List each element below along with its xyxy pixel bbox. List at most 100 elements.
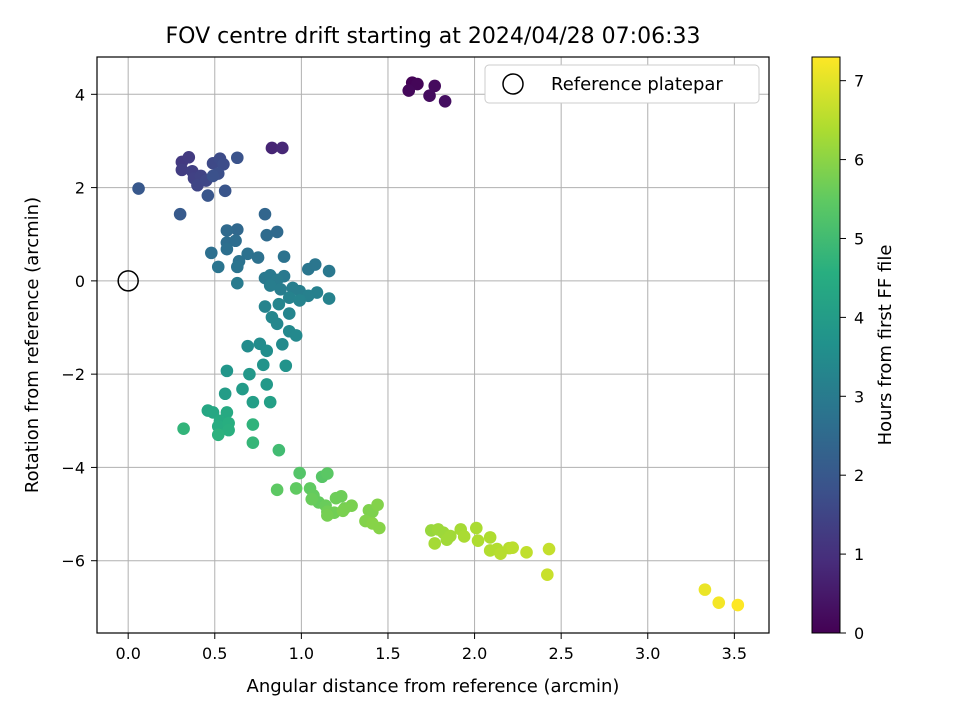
data-point (506, 541, 519, 554)
data-point (241, 247, 254, 261)
x-tick-label: 2.0 (462, 644, 487, 663)
data-point (205, 246, 218, 260)
chart-title: FOV centre drift starting at 2024/04/28 … (166, 24, 701, 49)
data-point (229, 234, 242, 248)
x-tick-label: 1.5 (375, 644, 400, 663)
data-point (173, 207, 187, 221)
data-point (265, 141, 279, 155)
data-point (182, 150, 196, 164)
data-point (334, 490, 348, 503)
data-point (274, 282, 287, 296)
reference-point (117, 270, 139, 292)
data-point (289, 329, 303, 342)
x-tick-label: 3.0 (635, 644, 660, 663)
data-point (206, 406, 220, 419)
y-tick-label: 2 (75, 179, 85, 198)
data-point (260, 228, 274, 242)
data-point (263, 279, 277, 292)
colorbar-gradient (811, 56, 841, 634)
data-point (276, 141, 289, 155)
y-tick-label: 4 (75, 85, 85, 104)
data-point (220, 406, 234, 419)
data-point (246, 395, 260, 409)
data-point (246, 436, 260, 450)
data-point (263, 395, 277, 409)
data-point (246, 418, 260, 431)
data-point (322, 264, 336, 278)
y-axis-ticks: −6 −4 −2 0 2 4 (61, 85, 97, 571)
colorbar-tick-label: 7 (854, 72, 864, 91)
x-tick-label: 3.5 (722, 644, 747, 663)
data-point (373, 521, 386, 535)
data-point (201, 189, 215, 202)
data-point (206, 169, 220, 183)
data-point (712, 596, 726, 609)
data-point (243, 367, 256, 381)
data-point (270, 317, 284, 331)
data-point (293, 294, 306, 307)
data-point (241, 339, 254, 353)
x-tick-label: 1.0 (289, 644, 314, 663)
legend-label: Reference platepar (551, 74, 723, 95)
data-point (270, 225, 284, 239)
colorbar-tick-label: 6 (854, 151, 864, 170)
data-point (270, 483, 284, 497)
data-point (272, 443, 286, 457)
y-axis-label: Rotation from reference (arcmin) (22, 197, 43, 493)
data-point (289, 482, 303, 495)
y-tick-label: −6 (61, 552, 85, 571)
x-tick-label: 0.5 (202, 644, 227, 663)
colorbar-label: Hours from first FF file (875, 245, 896, 446)
data-point (230, 223, 244, 236)
data-point (428, 79, 442, 93)
data-point (440, 533, 454, 547)
data-point (305, 492, 319, 506)
data-point (217, 157, 230, 171)
data-point (177, 422, 190, 436)
colorbar: 0 1 2 3 4 5 6 7 Hours from first FF file (811, 56, 896, 643)
data-point (222, 423, 235, 437)
data-point (411, 77, 424, 91)
data-point (279, 359, 293, 373)
legend-box (484, 64, 760, 104)
data-point (211, 428, 225, 442)
data-point (260, 378, 274, 391)
data-point (211, 260, 225, 274)
legend-marker (502, 73, 524, 95)
y-tick-label: −2 (61, 365, 85, 384)
data-point (336, 504, 350, 518)
data-point (256, 358, 270, 372)
data-point (220, 224, 234, 237)
data-point (471, 534, 485, 547)
x-axis-ticks: 0.0 0.5 1.0 1.5 2.0 2.5 3.0 3.5 (115, 633, 747, 663)
data-point (308, 258, 322, 271)
data-point (520, 546, 533, 559)
data-point (218, 184, 232, 198)
data-point (220, 364, 234, 378)
data-point (277, 250, 291, 263)
data-point (218, 387, 232, 401)
data-point (483, 531, 497, 544)
data-point (457, 530, 471, 543)
data-point (276, 338, 289, 351)
y-tick-label: −4 (61, 458, 85, 477)
data-point (698, 583, 712, 596)
data-point (282, 307, 296, 320)
x-tick-label: 0.0 (115, 644, 140, 663)
data-point (132, 182, 145, 195)
data-point (272, 297, 286, 311)
data-point (258, 207, 272, 221)
data-point (438, 95, 452, 108)
x-axis-label: Angular distance from reference (arcmin) (247, 676, 620, 697)
data-point (542, 542, 556, 556)
x-tick-label: 2.5 (548, 644, 573, 663)
data-point (402, 84, 416, 97)
data-point (423, 89, 436, 103)
legend: Reference platepar (484, 64, 760, 104)
data-point (541, 568, 554, 582)
data-point (236, 382, 249, 396)
colorbar-ticks: 0 1 2 3 4 5 6 7 (840, 72, 864, 643)
data-point (220, 242, 234, 256)
data-point (230, 276, 244, 290)
